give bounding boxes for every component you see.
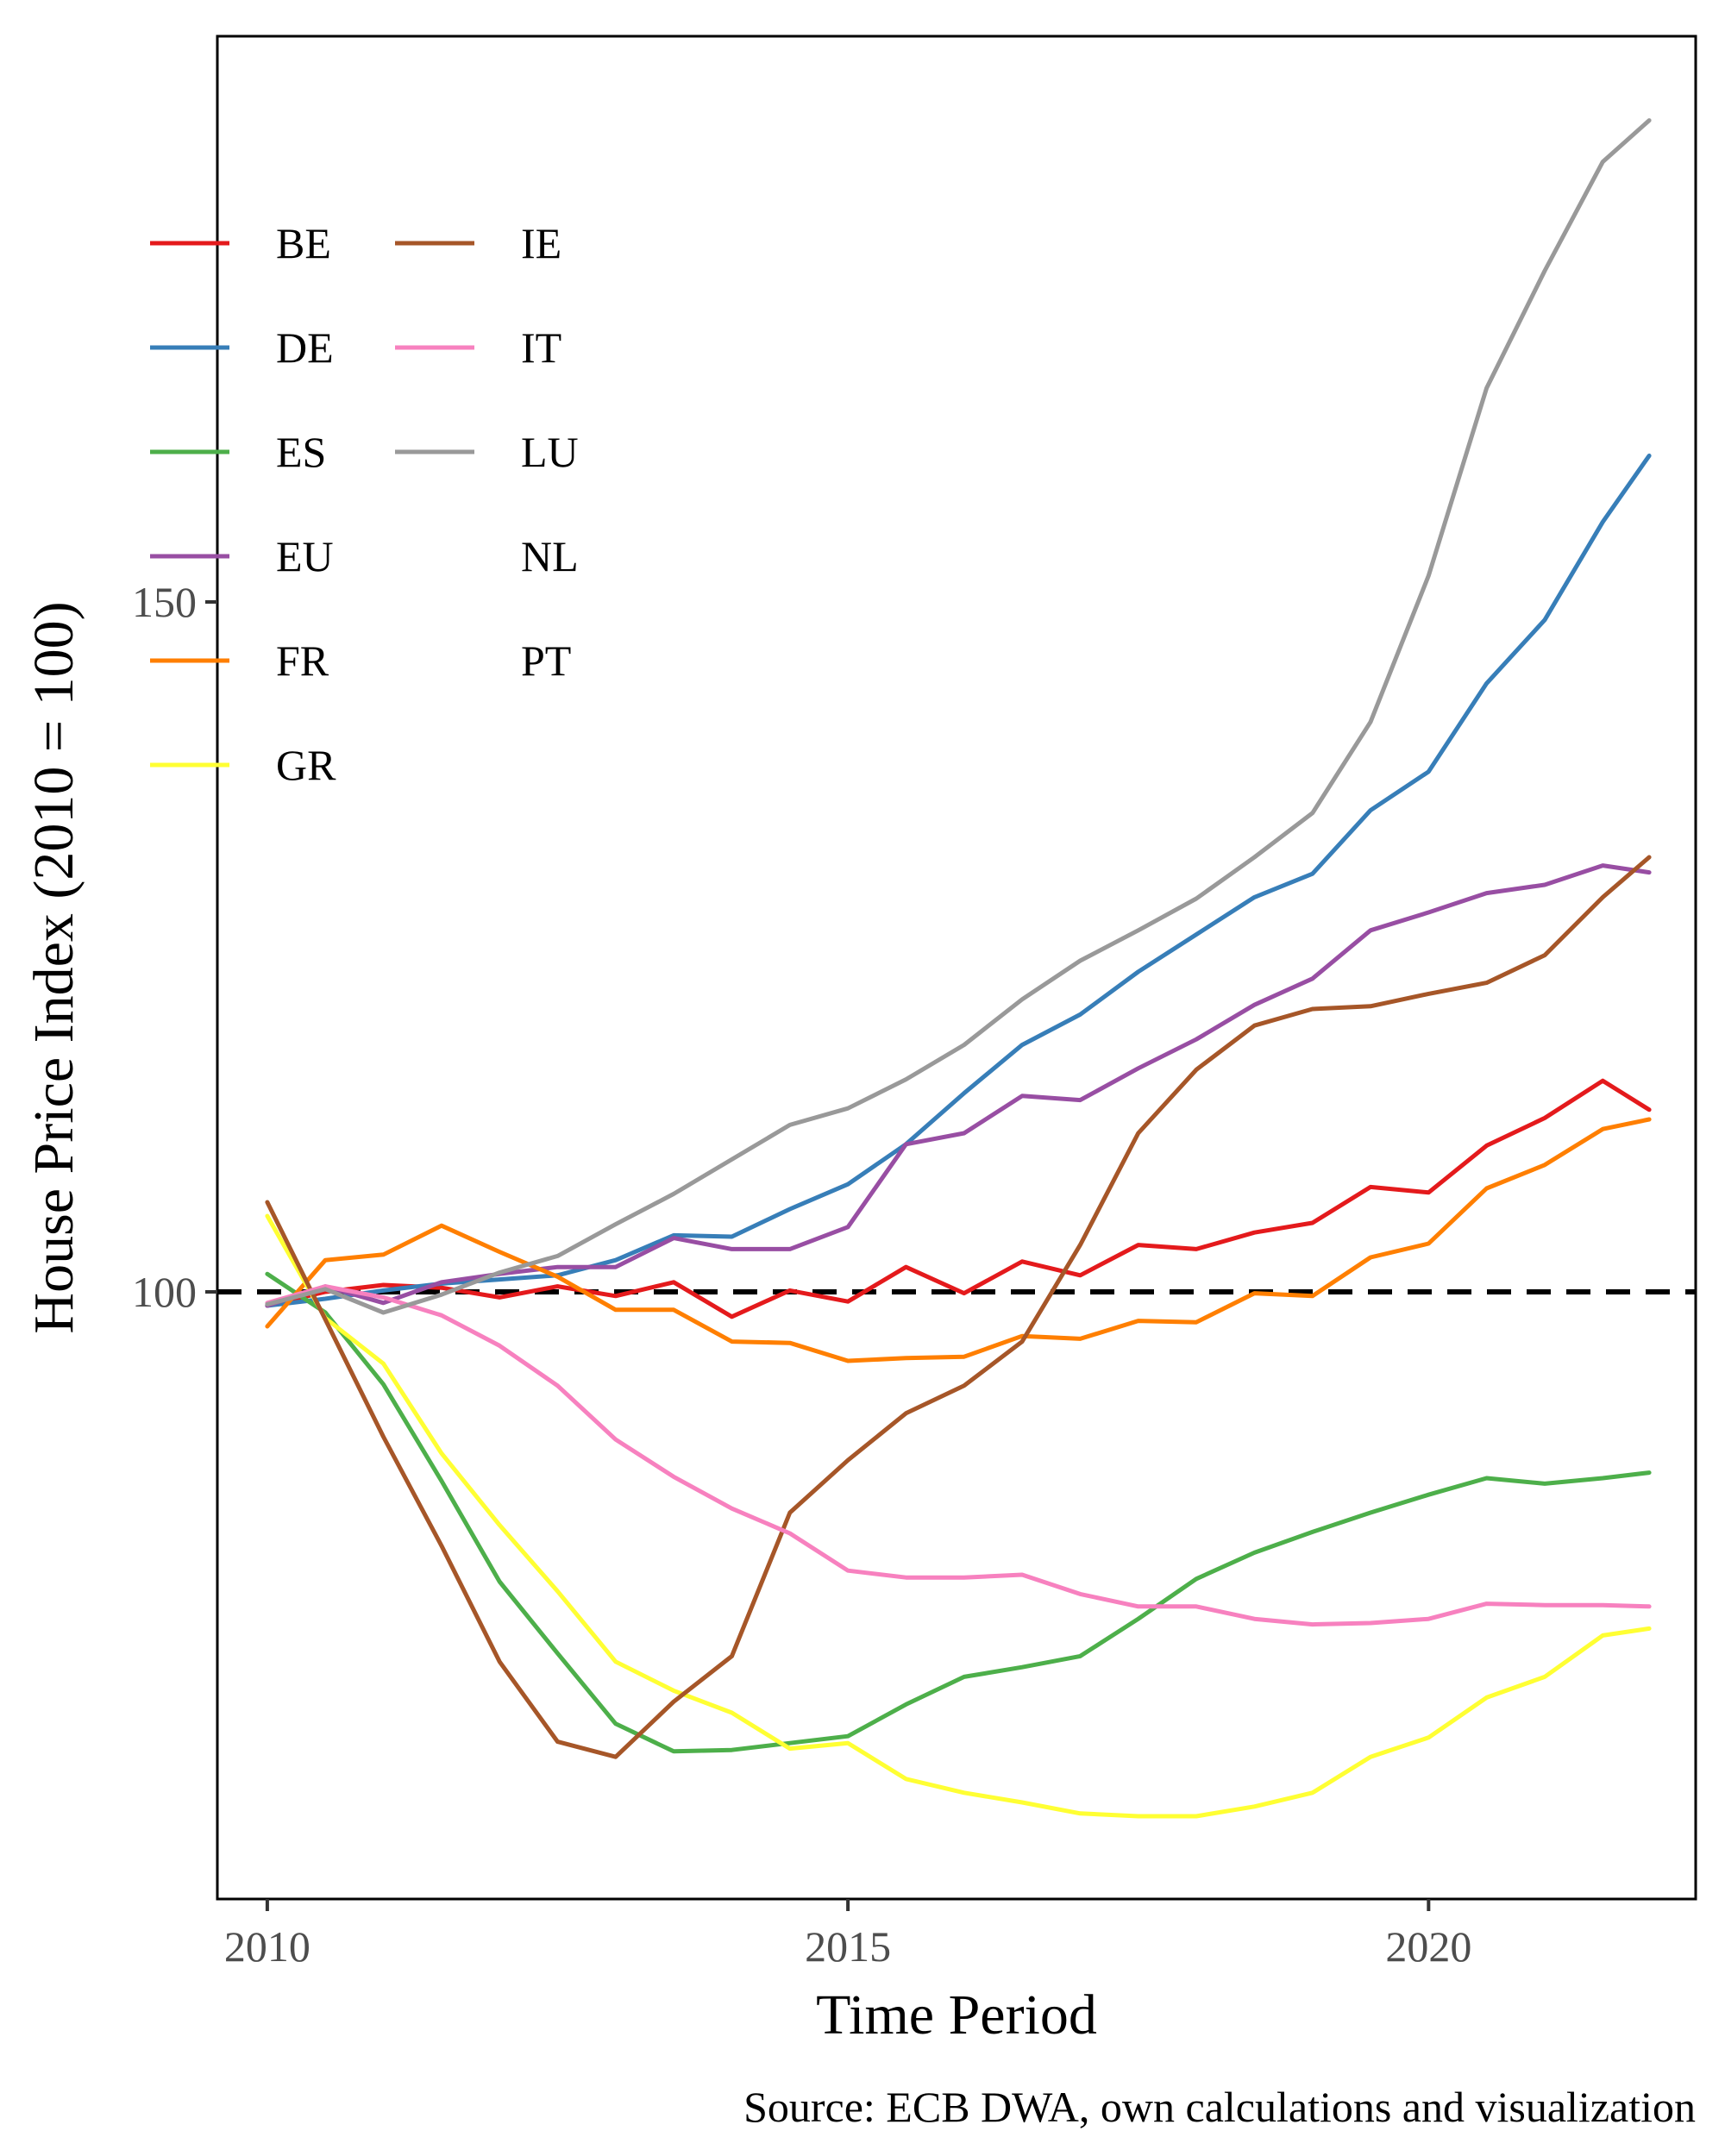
series-layer [265,118,1652,1819]
legend-label: PT [521,636,571,685]
legend-item-ie: IE [395,219,561,267]
legend-item-lu: LU [395,428,579,476]
y-tick-label: 100 [132,1268,197,1316]
legend-label: GR [276,741,336,789]
legend-item-be: BE [150,219,331,267]
legend-item-eu: EU [150,532,334,580]
legend-item-es: ES [150,428,326,476]
legend-label: IT [521,323,561,372]
legend-label: FR [276,636,329,685]
legend-item-nl: NL [521,532,579,580]
y-axis: 100 150 [132,578,217,1316]
legend-label: ES [276,428,326,476]
legend-item-de: DE [150,323,334,372]
caption: Source: ECB DWA, own calculations and vi… [743,2083,1696,2131]
series-line-it [265,1284,1652,1627]
series-line-de [265,453,1652,1308]
series-line-gr [265,1213,1652,1819]
series-line-es [265,1271,1652,1754]
legend-item-it: IT [395,323,561,372]
plot-panel [216,34,1697,1901]
legend-label: LU [521,428,579,476]
y-axis-title: House Price Index (2010 = 100) [22,601,85,1333]
legend-item-pt: PT [521,636,571,685]
legend-label: BE [276,219,331,267]
legend-label: EU [276,532,334,580]
series-line-be [265,1078,1652,1319]
series-line-fr [265,1117,1652,1363]
x-axis: 2010 2015 2020 [224,1899,1471,1971]
x-tick-label: 2015 [805,1922,891,1971]
series-line-lu [265,118,1652,1315]
legend-item-fr: FR [150,636,329,685]
legend-label: NL [521,532,579,580]
legend-item-gr: GR [150,741,336,789]
legend-label: IE [521,219,561,267]
x-tick-label: 2010 [224,1922,310,1971]
x-axis-title: Time Period [816,1984,1097,2046]
series-line-ie [265,855,1652,1759]
y-tick-label: 150 [132,578,197,626]
legend: BE DE ES EU FR GR IE IT LU NL PT [150,219,579,789]
x-tick-label: 2020 [1385,1922,1471,1971]
legend-label: DE [276,323,334,372]
